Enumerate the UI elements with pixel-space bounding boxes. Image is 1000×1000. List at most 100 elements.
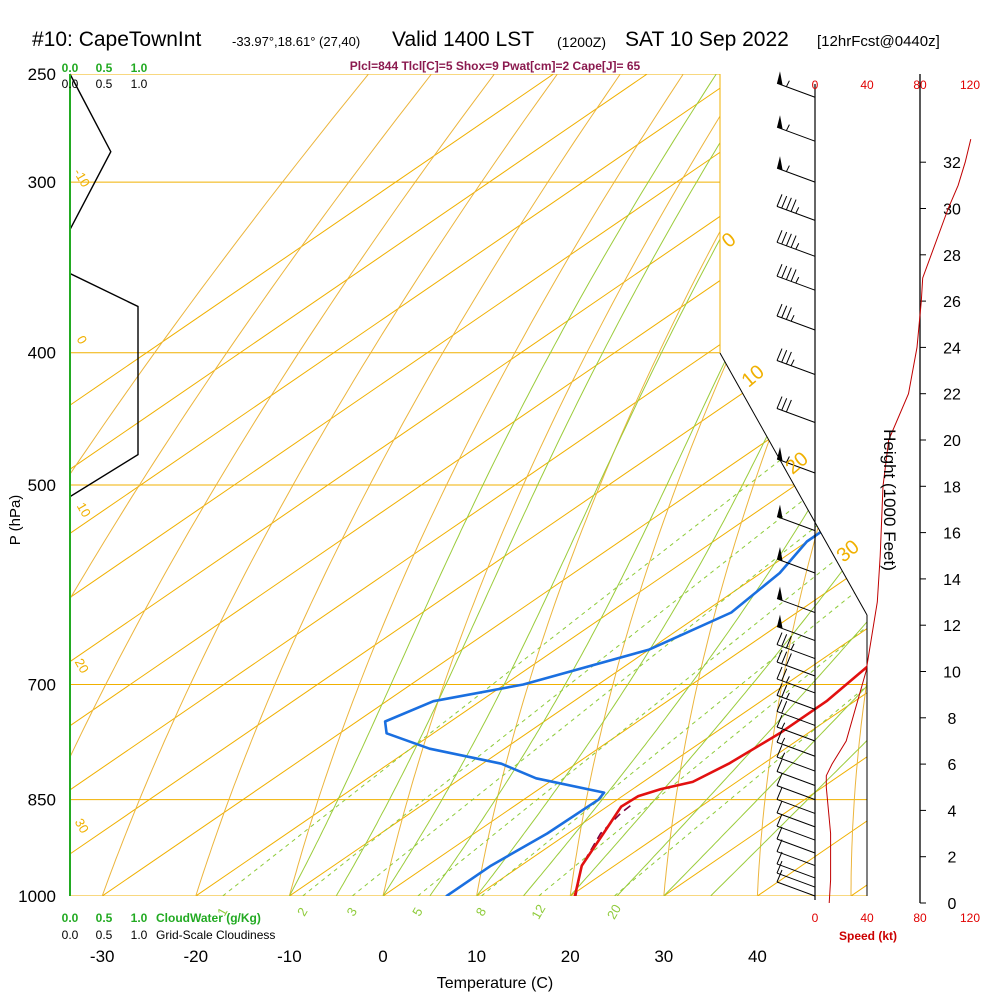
wind-barb-flag (790, 235, 797, 248)
pressure-tick-label: 500 (28, 476, 56, 495)
dewpoint-profile-line (383, 107, 867, 896)
dry-adiabat (91, 74, 576, 896)
wind-barb-staff (776, 408, 816, 423)
mixing-ratio-label: 8 (473, 905, 490, 919)
dry-adiabat (850, 74, 867, 896)
wind-barb-flag (776, 649, 783, 663)
wind-barb-staff (776, 812, 816, 828)
wind-barb-flag (781, 668, 788, 681)
wind-barb-flag (776, 194, 783, 207)
mixing-ratio-line (417, 352, 867, 896)
wind-barb-staff (776, 694, 816, 710)
wind-barb-halfflag (785, 80, 790, 87)
isotherm-line (70, 74, 867, 896)
wind-barb-flag (776, 744, 783, 758)
mixing-ratio-line (481, 352, 867, 896)
isotherm-label: -10 (71, 166, 93, 190)
valid-zulu: (1200Z) (557, 34, 607, 50)
wind-barb-flag (776, 730, 783, 743)
height-tick-label: 30 (943, 202, 961, 219)
isotherm-line (153, 74, 867, 896)
wind-barb-flag (776, 303, 783, 317)
speed-tick-top: 80 (913, 78, 927, 92)
wind-barb-flag (776, 666, 783, 680)
dry-adiabat-label: 0 (718, 228, 741, 252)
dry-adiabat (281, 74, 700, 896)
mixing-ratio-line (538, 352, 867, 896)
dry-adiabat-label: 10 (738, 361, 769, 392)
wind-barb-staff (776, 661, 816, 677)
wind-barb-flag (776, 759, 783, 772)
wind-barb-staff (776, 838, 816, 854)
pressure-tick-label: 1000 (18, 887, 56, 906)
wind-barb-flag (781, 634, 788, 647)
height-tick-label: 18 (943, 479, 961, 496)
temperature-tick-label: -10 (277, 947, 302, 966)
isotherm-line (808, 74, 867, 896)
isotherm-line (70, 74, 777, 896)
speed-tick-bottom: 120 (960, 911, 980, 925)
wind-barb-pennant (777, 586, 783, 601)
wind-barb-staff (776, 851, 816, 867)
wind-barb-staff (776, 710, 816, 726)
moist-adiabat (382, 74, 815, 896)
dry-adiabat-label: 20 (782, 448, 813, 479)
wind-barb-flag (776, 699, 783, 712)
forecast-label: [12hrFcst@0440z] (817, 33, 940, 50)
wind-barb-staff (776, 516, 816, 532)
wind-barb-staff (776, 458, 816, 474)
pressure-tick-label: 250 (28, 65, 56, 84)
wind-barb-flag (785, 233, 792, 246)
diagonal-border (719, 352, 868, 616)
pressure-tick-label: 700 (28, 676, 56, 695)
wind-barb-staff (776, 872, 816, 888)
wind-barb-staff (776, 881, 816, 897)
cloudwater-scale-top: 1.0 (131, 61, 148, 75)
wind-barb-halfflag (795, 207, 800, 214)
moist-adiabat (569, 74, 867, 896)
temperature-tick-label: -20 (184, 947, 209, 966)
wind-barb-halfflag (790, 314, 795, 322)
height-tick-label: 26 (943, 294, 961, 311)
title-bar: #10: CapeTownInt -33.97°,18.61° (27,40) … (0, 28, 1000, 58)
isotherm-line (70, 74, 683, 896)
station-coords: -33.97°,18.61° (27,40) (232, 34, 361, 49)
cloudwater-label: CloudWater (g/Kg) (156, 911, 261, 925)
mixing-ratio-line (222, 352, 867, 896)
dry-adiabat (70, 74, 514, 896)
valid-time: Valid 1400 LST (392, 28, 535, 51)
plot-frame (69, 73, 868, 900)
cloudiness-profile-line (69, 73, 139, 896)
isotherm-line (246, 74, 867, 896)
wind-barb-flag (781, 350, 788, 363)
thermo-grid (70, 74, 867, 896)
wind-barb-flag (785, 653, 792, 666)
cloudiness-label: Grid-Scale Cloudiness (156, 928, 275, 942)
wind-barb-staff (776, 598, 816, 614)
moist-adiabat (335, 74, 763, 896)
cloudwater-scale-top: 0.0 (62, 61, 79, 75)
wind-barb-staff (776, 678, 816, 694)
height-tick-label: 2 (948, 850, 957, 867)
wind-barb-pennant (777, 447, 783, 462)
temperature-axis-label: Temperature (C) (437, 975, 553, 992)
valid-date: SAT 10 Sep 2022 (625, 28, 789, 51)
wind-barb-staff (776, 558, 816, 574)
height-tick-label: 24 (943, 340, 961, 357)
wind-barb-staff (776, 741, 816, 757)
wind-barb-flag (781, 700, 788, 714)
wind-barb-flag (781, 398, 788, 411)
isotherm-label: 30 (72, 816, 92, 836)
wind-barb-pennant (777, 71, 783, 86)
cloudiness-scale-top: 0.5 (96, 77, 113, 91)
parcel-path-line (574, 802, 635, 896)
wind-barb-flag (776, 396, 783, 409)
mixing-ratio-label: 5 (409, 905, 426, 919)
wind-barb-flag (785, 197, 792, 211)
pressure-tick-label: 400 (28, 344, 56, 363)
wind-barb-pennant (777, 547, 783, 562)
wind-barb-halfflag (785, 165, 790, 172)
isotherm-line (340, 74, 867, 896)
mixing-ratio-line (351, 352, 867, 896)
